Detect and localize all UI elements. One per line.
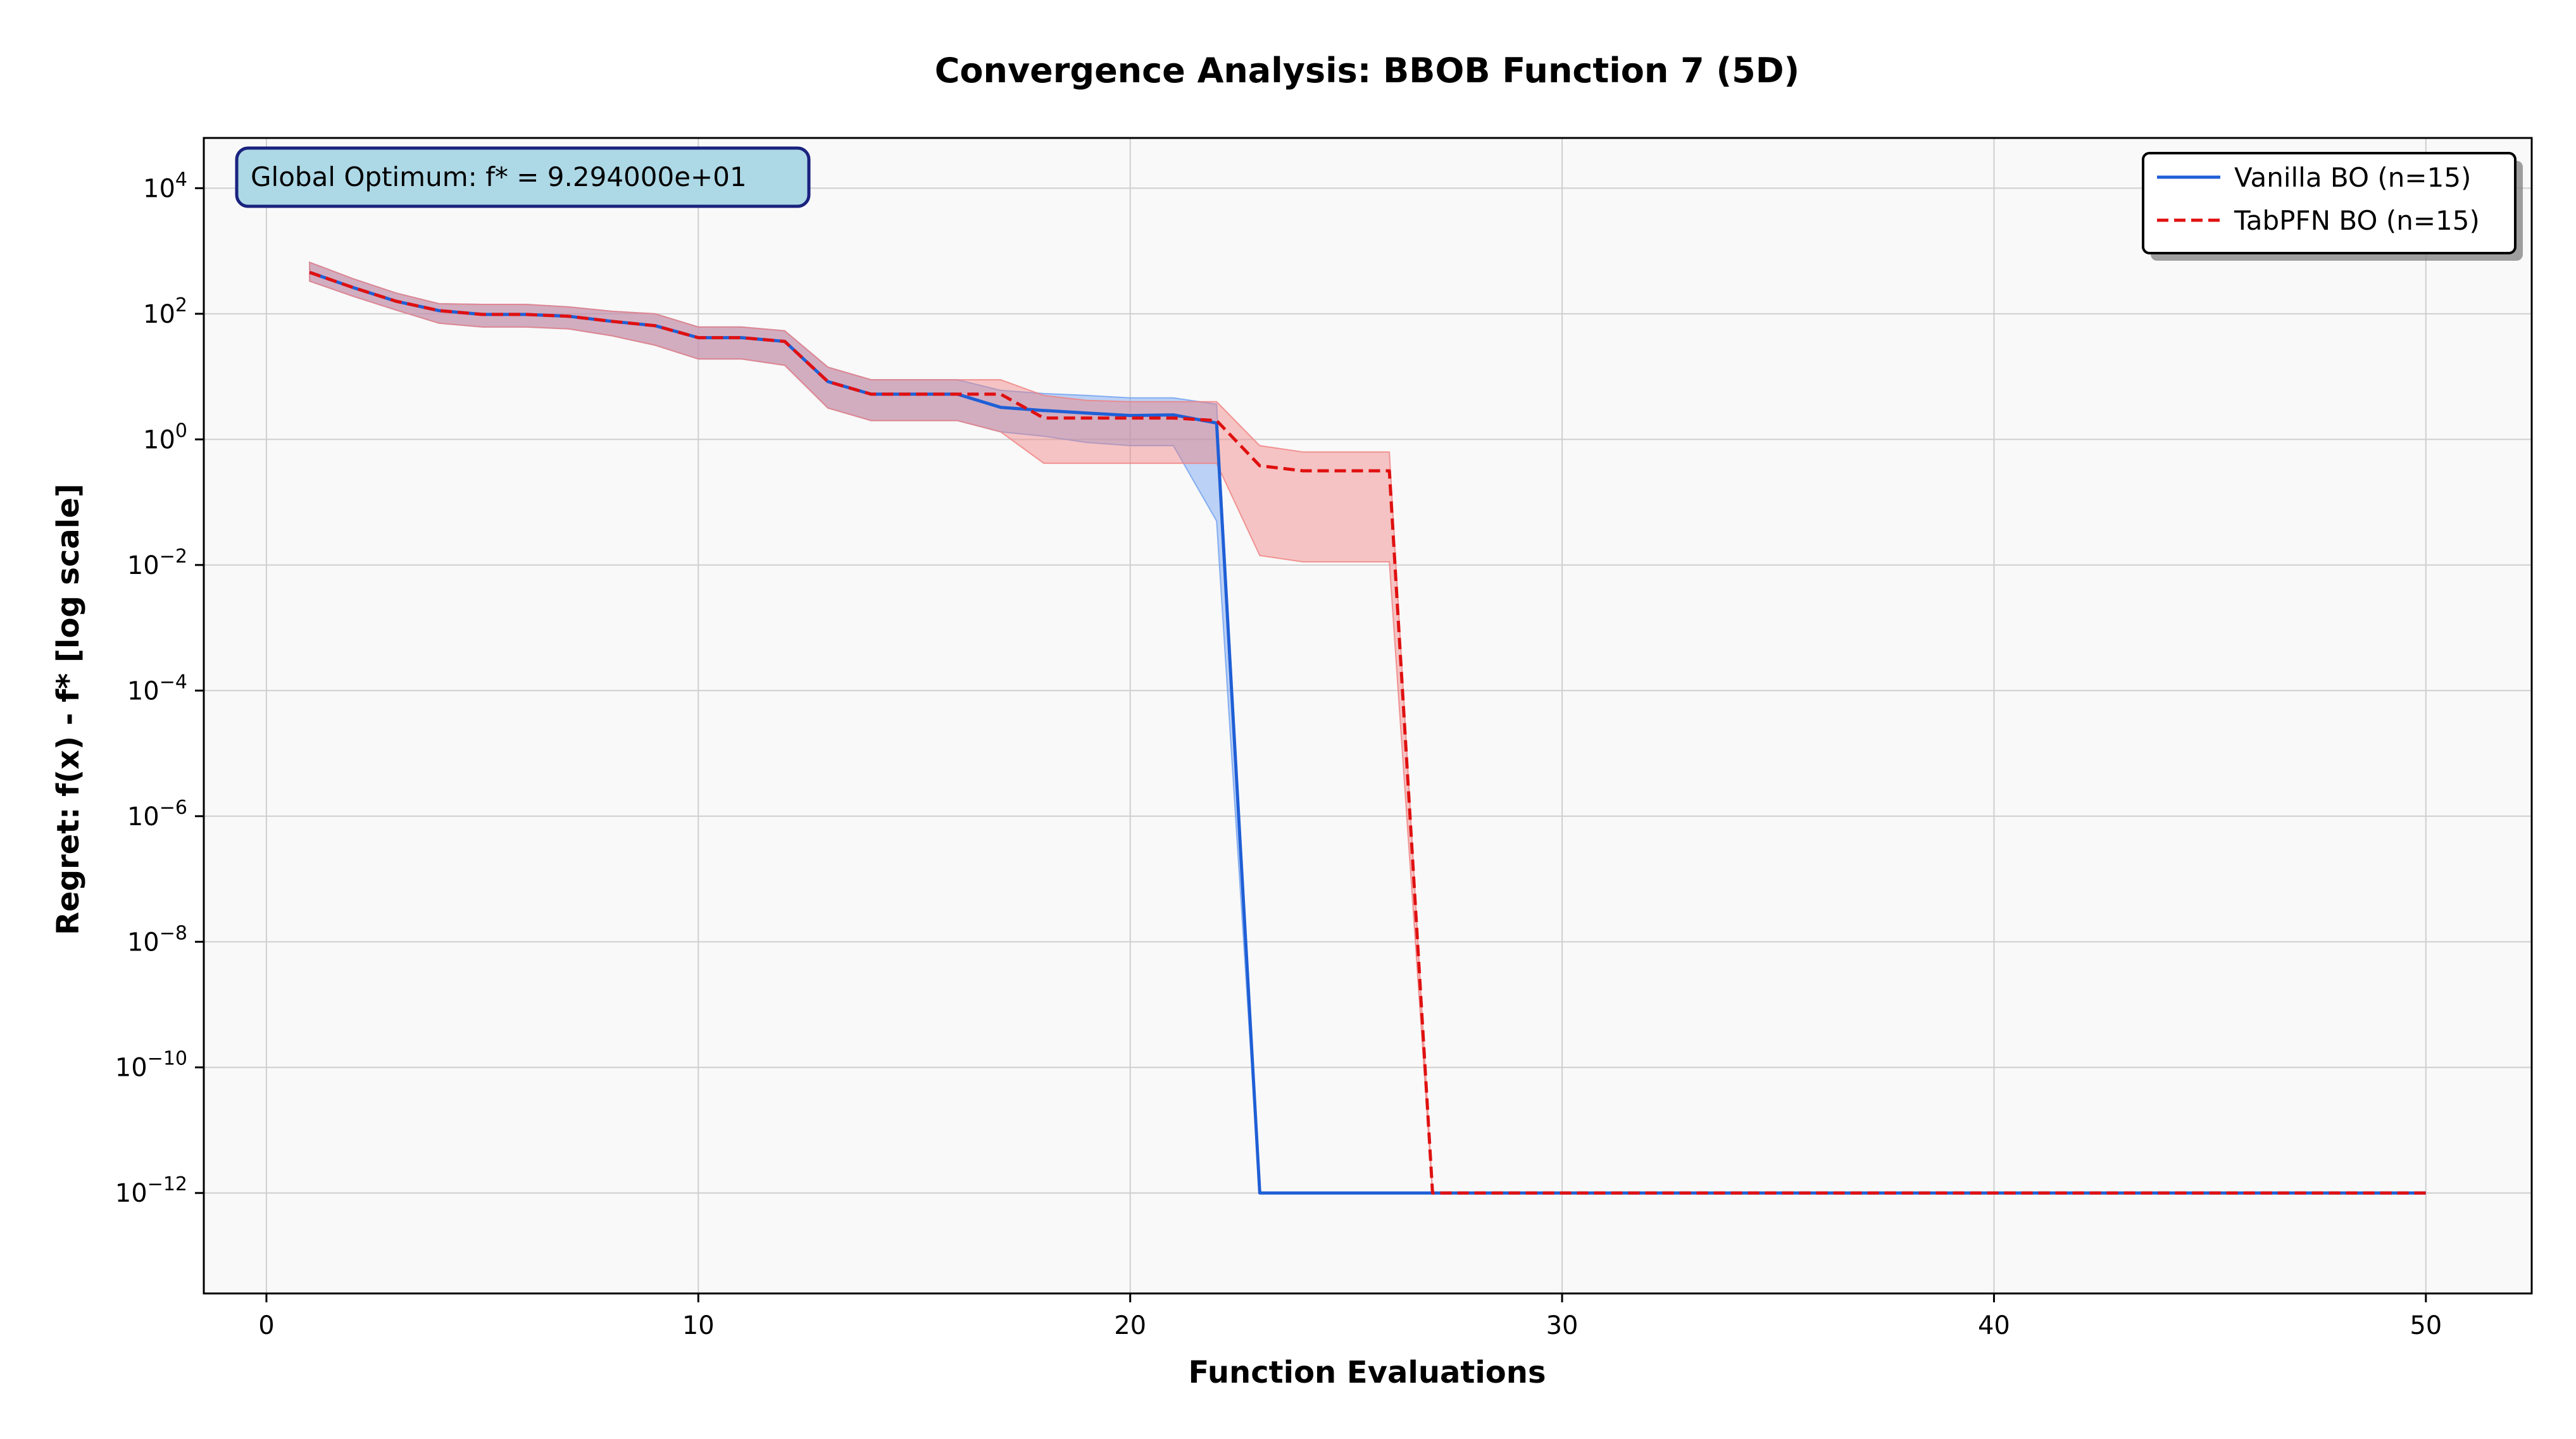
- legend: Vanilla BO (n=15) TabPFN BO (n=15): [2142, 152, 2523, 261]
- y-tick-label: 10−12: [115, 1173, 187, 1208]
- x-tick-label: 40: [1978, 1311, 2010, 1340]
- y-tick-label: 10−8: [127, 922, 187, 957]
- x-tick-label: 30: [1546, 1311, 1579, 1340]
- y-tick-label: 10−6: [127, 797, 187, 832]
- annotation-box: [235, 146, 811, 208]
- annotation-text: Global Optimum: f* = 9.294000e+01: [251, 161, 747, 192]
- y-tick-label: 10−4: [127, 671, 187, 706]
- y-tick-label: 104: [143, 168, 187, 203]
- chart-title: Convergence Analysis: BBOB Function 7 (5…: [935, 51, 1799, 90]
- legend-label-tabpfn-bo: TabPFN BO (n=15): [2234, 205, 2480, 236]
- plot-frame: [203, 137, 2533, 1295]
- x-tick-label: 10: [682, 1311, 715, 1340]
- x-tick-label: 0: [258, 1311, 274, 1340]
- y-tick-label: 10−2: [127, 545, 187, 580]
- legend-box: [2142, 152, 2517, 254]
- y-tick-label: 102: [143, 294, 187, 329]
- y-axis-label: Regret: f(x) - f* [log scale]: [51, 483, 86, 935]
- y-tick-label: 10−10: [115, 1048, 187, 1083]
- series-line-tabpfn-bo: [309, 271, 2426, 1195]
- x-tick-label: 50: [2410, 1311, 2442, 1340]
- series-lines: [309, 271, 2426, 1195]
- x-axis-label: Function Evaluations: [1188, 1355, 1546, 1390]
- y-tick-label: 100: [143, 420, 187, 454]
- axis-ticks: 0 10 20 30 40 50 104 102 100 10−2 10−4 10−6 10−8 10−1…: [115, 168, 2442, 1340]
- legend-label-vanilla-bo: Vanilla BO (n=15): [2234, 162, 2471, 193]
- x-tick-label: 20: [1114, 1311, 1146, 1340]
- global-optimum-annotation: Global Optimum: f* = 9.294000e+01: [235, 146, 811, 208]
- plot-area: [204, 138, 2532, 1293]
